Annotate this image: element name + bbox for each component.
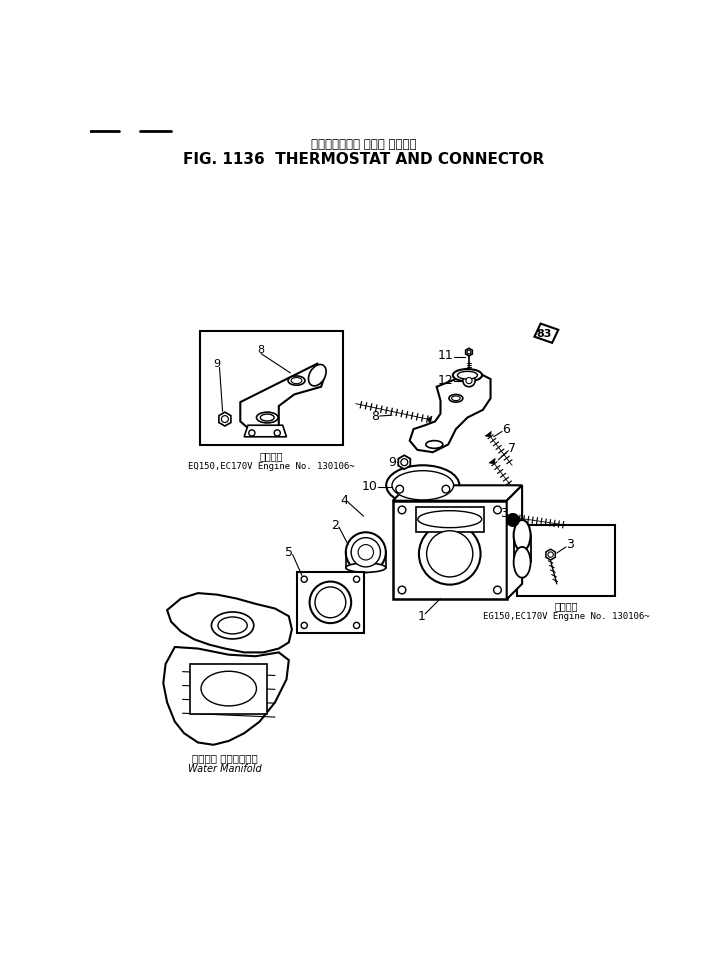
Polygon shape	[466, 348, 472, 356]
Polygon shape	[409, 371, 491, 452]
Polygon shape	[219, 412, 231, 426]
Polygon shape	[393, 486, 522, 500]
Text: 83: 83	[537, 328, 552, 339]
Ellipse shape	[218, 616, 247, 634]
Circle shape	[301, 576, 308, 582]
Polygon shape	[167, 593, 292, 653]
Ellipse shape	[452, 396, 460, 401]
Text: サーモスタット および コネクタ: サーモスタット および コネクタ	[311, 138, 416, 150]
Text: 4: 4	[340, 494, 348, 507]
Circle shape	[493, 506, 501, 514]
Circle shape	[354, 576, 360, 582]
Bar	[393, 500, 507, 599]
Text: 3: 3	[500, 507, 508, 521]
Text: 8: 8	[371, 409, 379, 422]
Ellipse shape	[346, 532, 386, 573]
Polygon shape	[428, 416, 432, 424]
Text: 11: 11	[438, 350, 454, 362]
Polygon shape	[244, 425, 286, 437]
Circle shape	[396, 486, 404, 493]
Text: 9: 9	[213, 359, 220, 368]
Bar	[190, 664, 267, 714]
Circle shape	[426, 531, 473, 577]
Text: 3: 3	[566, 538, 574, 551]
Text: EQ150,EC170V Engine No. 130106~: EQ150,EC170V Engine No. 130106~	[188, 461, 354, 471]
Polygon shape	[546, 549, 555, 560]
Ellipse shape	[514, 547, 530, 577]
Circle shape	[301, 622, 308, 628]
Circle shape	[548, 552, 554, 557]
Circle shape	[354, 622, 360, 628]
Text: EG150,EC170V Engine No. 130106~: EG150,EC170V Engine No. 130106~	[483, 612, 649, 620]
Text: 適用号等: 適用号等	[259, 451, 283, 461]
Text: 7: 7	[508, 442, 516, 455]
Text: 2: 2	[331, 519, 339, 531]
Ellipse shape	[392, 471, 454, 500]
Ellipse shape	[514, 520, 530, 551]
Ellipse shape	[288, 376, 305, 385]
Polygon shape	[163, 647, 288, 744]
Ellipse shape	[201, 671, 257, 706]
Ellipse shape	[211, 612, 254, 639]
Text: 9: 9	[388, 455, 396, 469]
Circle shape	[274, 430, 281, 436]
Circle shape	[315, 587, 346, 617]
Text: 8: 8	[257, 345, 264, 355]
Polygon shape	[398, 455, 410, 469]
Circle shape	[398, 506, 406, 514]
Circle shape	[249, 430, 255, 436]
Ellipse shape	[452, 369, 482, 381]
Polygon shape	[240, 363, 325, 432]
Ellipse shape	[449, 395, 463, 403]
Ellipse shape	[291, 377, 302, 384]
Circle shape	[493, 586, 501, 594]
Ellipse shape	[358, 544, 373, 560]
Text: 1: 1	[417, 610, 425, 622]
Ellipse shape	[418, 511, 481, 528]
Circle shape	[419, 523, 481, 584]
Ellipse shape	[426, 441, 443, 448]
Text: 5: 5	[285, 546, 293, 559]
Text: 6: 6	[502, 423, 510, 436]
Text: Water Manifold: Water Manifold	[188, 764, 262, 775]
Polygon shape	[511, 513, 515, 521]
Bar	[517, 526, 615, 596]
Bar	[416, 507, 484, 531]
Text: ウォータ マニホールド: ウォータ マニホールド	[192, 753, 258, 764]
Polygon shape	[485, 432, 491, 437]
Polygon shape	[507, 486, 522, 599]
Ellipse shape	[457, 371, 477, 379]
Ellipse shape	[308, 364, 326, 386]
Circle shape	[466, 377, 472, 384]
Ellipse shape	[346, 563, 386, 573]
Ellipse shape	[260, 414, 274, 421]
Ellipse shape	[257, 412, 278, 423]
Text: 適用号等: 適用号等	[554, 601, 578, 612]
Circle shape	[310, 581, 351, 623]
Circle shape	[467, 350, 471, 354]
Polygon shape	[489, 458, 495, 464]
Polygon shape	[534, 323, 559, 343]
Bar	[296, 572, 364, 633]
Ellipse shape	[386, 465, 460, 505]
Circle shape	[463, 374, 475, 387]
Circle shape	[398, 586, 406, 594]
Circle shape	[401, 459, 408, 466]
Text: 12: 12	[438, 374, 454, 387]
Text: 10: 10	[362, 481, 378, 493]
Circle shape	[221, 415, 228, 422]
Circle shape	[442, 486, 450, 493]
Ellipse shape	[351, 537, 380, 567]
Text: FIG. 1136  THERMOSTAT AND CONNECTOR: FIG. 1136 THERMOSTAT AND CONNECTOR	[183, 152, 544, 167]
Circle shape	[507, 514, 519, 526]
Bar	[200, 331, 343, 446]
